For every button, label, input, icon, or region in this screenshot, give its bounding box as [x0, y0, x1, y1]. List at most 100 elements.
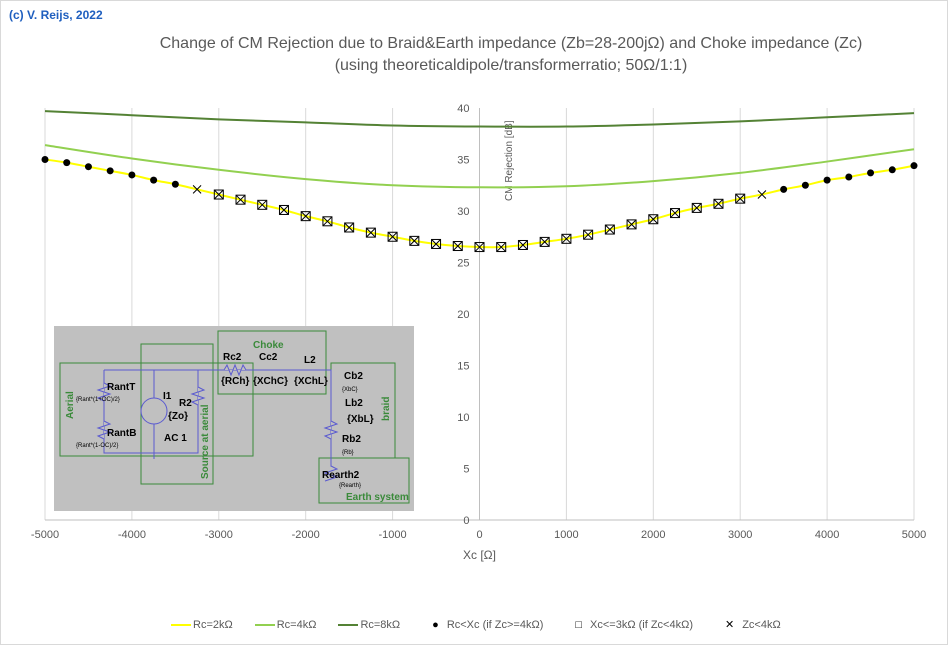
legend-swatch: [171, 623, 191, 626]
y-tick-label: 30: [457, 206, 469, 218]
marker-cross: [475, 242, 484, 252]
inset-label: {Rb}: [342, 450, 354, 456]
inset-label: RantT: [107, 382, 135, 393]
marker-dot: [910, 162, 918, 170]
marker-square: [213, 189, 224, 200]
x-tick-label: 5000: [902, 529, 926, 541]
marker-square: [670, 208, 681, 219]
marker-cross: [323, 216, 332, 226]
y-tick-label: 40: [457, 103, 469, 115]
inset-label: {Rant*(1-OC)/2}: [76, 443, 118, 449]
marker-square: [452, 241, 463, 252]
y-tick-label: 25: [457, 258, 469, 270]
marker-cross: [453, 241, 463, 251]
x-tick-label: 3000: [728, 529, 752, 541]
inset-background: [54, 326, 414, 511]
legend-label: Zc<4kΩ: [742, 618, 781, 631]
marker-cross: [236, 195, 245, 205]
inset-label: {Rearth}: [339, 483, 361, 489]
x-tick-label: 1000: [554, 529, 578, 541]
legend-label: Rc=2kΩ: [193, 618, 233, 631]
x-tick-label: -5000: [31, 529, 59, 541]
marker-cross: [540, 237, 550, 247]
marker-cross: [714, 199, 723, 209]
marker-square: [257, 199, 268, 210]
marker-square: [691, 202, 702, 213]
marker-square: [344, 222, 355, 233]
current-source: [140, 397, 168, 425]
inset-label: Aerial: [65, 391, 76, 419]
marker-cross: [301, 211, 311, 221]
marker-square: [278, 204, 289, 215]
marker-cross: [279, 205, 289, 215]
inset-label: L2: [304, 355, 316, 366]
marker-cross: [562, 234, 571, 244]
inset-label: Lb2: [345, 398, 363, 409]
legend-item: ✕ Zc<4kΩ: [715, 618, 781, 632]
x-tick-label: -1000: [379, 529, 407, 541]
legend-marker-square-icon: □: [575, 618, 583, 631]
legend-marker-cross-icon: ✕: [724, 619, 735, 631]
inset-label: {XbC}: [342, 387, 358, 393]
marker-dot: [84, 163, 92, 171]
legend-item: Rc=2kΩ: [171, 619, 233, 631]
y-tick-label: 10: [457, 412, 469, 424]
marker-dot: [801, 181, 809, 189]
inset-label: Cb2: [344, 371, 363, 382]
inset-label: Choke: [253, 340, 284, 351]
inset-label: {XbL}: [347, 414, 374, 425]
marker-cross: [257, 200, 267, 210]
marker-square: [561, 233, 572, 244]
y-tick-label: 20: [457, 309, 469, 321]
series-line: [44, 144, 915, 189]
marker-cross: [431, 239, 441, 249]
inset-label: Source at aerial: [200, 404, 211, 479]
marker-cross: [344, 223, 354, 232]
marker-dot: [41, 156, 49, 163]
marker-cross: [605, 225, 615, 234]
marker-dot: [128, 171, 136, 179]
inset-label: Cc2: [259, 352, 278, 363]
inset-label: {Rant*(1+OC)/2}: [76, 397, 120, 403]
resistor: [96, 363, 339, 482]
marker-square: [583, 229, 594, 240]
y-tick-label: 0: [463, 515, 469, 527]
marker-square: [517, 239, 528, 250]
inset-label: RantB: [107, 428, 136, 439]
legend: Rc=2kΩ Rc=4kΩ Rc=8kΩ ● Rc<Xc (if Zc>=4kΩ) □ Xc…: [171, 618, 803, 631]
marker-cross: [583, 230, 593, 240]
copyright: (c) V. Reijs, 2022: [9, 8, 103, 22]
marker-square: [365, 227, 376, 238]
marker-square: [409, 235, 420, 246]
legend-marker-dot-icon: ●: [432, 618, 439, 631]
inset-box: [318, 457, 410, 504]
x-tick-label: 0: [476, 529, 482, 541]
x-axis-label: Xc [Ω]: [463, 548, 496, 562]
legend-swatch: [338, 623, 359, 626]
marker-square: [735, 193, 746, 204]
marker-cross: [496, 242, 506, 252]
marker-square: [648, 214, 659, 225]
marker-dot: [867, 169, 875, 177]
marker-cross: [735, 194, 745, 203]
marker-square: [626, 219, 637, 230]
x-tick-label: -4000: [118, 529, 146, 541]
marker-cross: [388, 232, 397, 242]
marker-dot: [823, 176, 831, 184]
marker-square: [604, 224, 615, 235]
marker-cross: [366, 228, 376, 237]
inset-label: braid: [381, 397, 392, 421]
inset-box: [217, 330, 327, 395]
inset-box: [59, 362, 254, 457]
marker-square: [322, 216, 333, 227]
marker-square: [539, 236, 550, 247]
x-tick-label: -3000: [205, 529, 233, 541]
inset-label: {RCh}: [221, 376, 249, 387]
legend-item: Rc=4kΩ: [254, 619, 316, 631]
legend-label: Rc=8kΩ: [360, 618, 401, 631]
inset-label: {XChC}: [253, 376, 288, 387]
inset-label: I1: [163, 391, 172, 402]
marker-square: [235, 194, 246, 205]
